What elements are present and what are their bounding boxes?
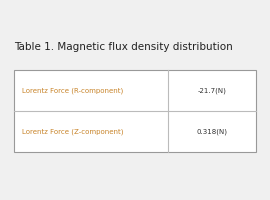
Text: 0.318(N): 0.318(N) <box>196 128 227 135</box>
Text: Lorentz Force (Z-component): Lorentz Force (Z-component) <box>22 128 123 135</box>
Text: -21.7(N): -21.7(N) <box>197 87 226 94</box>
Text: Lorentz Force (R-component): Lorentz Force (R-component) <box>22 87 123 94</box>
Bar <box>14 70 256 152</box>
Text: Table 1. Magnetic flux density distribution: Table 1. Magnetic flux density distribut… <box>14 42 233 52</box>
